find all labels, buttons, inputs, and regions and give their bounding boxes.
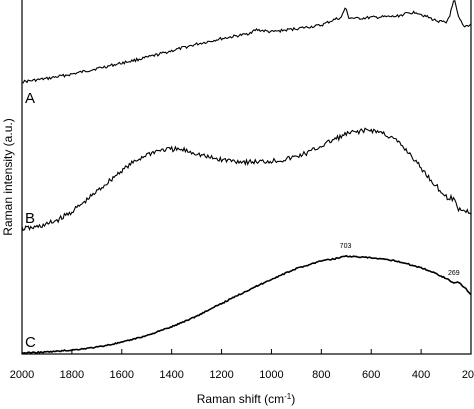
x-tick-label-200: 200 — [462, 369, 474, 381]
x-tick-label-1000: 1000 — [259, 369, 283, 381]
trace-label-C: C — [25, 334, 36, 351]
x-axis-title: Raman shift (cm-1) — [197, 392, 295, 406]
x-tick-label-800: 800 — [312, 369, 330, 381]
x-tick-label-600: 600 — [362, 369, 380, 381]
series-line-C — [21, 254, 472, 355]
x-axis: 2000 1800 1600 1400 1200 1000 800 600 400 200 — [10, 349, 474, 381]
y-axis-title: Raman intensity (a.u.) — [1, 118, 15, 235]
peak-label-703: 703 — [340, 243, 352, 250]
plot-frame — [21, 0, 472, 355]
x-tick-label-2000: 2000 — [10, 369, 34, 381]
x-tick-label-1400: 1400 — [159, 369, 183, 381]
peak-label-269: 269 — [448, 270, 460, 277]
trace-label-B: B — [25, 210, 35, 227]
x-tick-label-400: 400 — [412, 369, 430, 381]
series-line-B — [21, 127, 472, 232]
series-layer — [21, 0, 472, 355]
trace-labels-layer: A B C — [25, 90, 36, 351]
trace-label-A: A — [25, 90, 35, 107]
x-tick-label-1200: 1200 — [209, 369, 233, 381]
peak-label-704: 704 — [339, 0, 351, 2]
x-tick-label-1600: 1600 — [110, 369, 134, 381]
x-tick-label-1800: 1800 — [60, 369, 84, 381]
series-line-A — [21, 0, 472, 84]
annotations-layer: 704267703269 — [339, 0, 460, 277]
